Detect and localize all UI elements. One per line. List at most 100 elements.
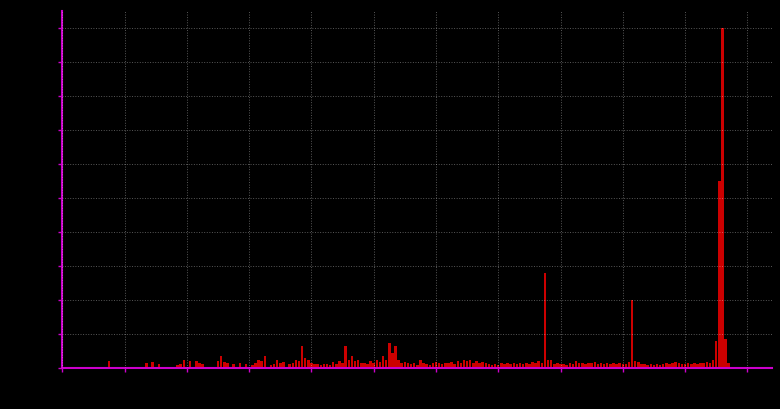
Bar [151, 362, 154, 368]
Bar [516, 364, 518, 368]
Bar [556, 363, 558, 368]
Bar [226, 363, 229, 368]
Bar [653, 365, 655, 368]
Bar [681, 364, 683, 368]
Bar [295, 360, 297, 368]
Bar [301, 346, 303, 368]
Bar [329, 365, 331, 368]
Bar [201, 364, 204, 368]
Bar [158, 364, 160, 368]
Bar [376, 360, 378, 368]
Bar [525, 363, 527, 368]
Bar [647, 365, 649, 368]
Bar [257, 360, 260, 368]
Bar [656, 364, 658, 368]
Bar [419, 360, 422, 368]
Bar [332, 362, 335, 368]
Bar [665, 363, 668, 368]
Bar [304, 358, 307, 368]
Bar [400, 363, 403, 368]
Bar [179, 364, 182, 368]
Bar [459, 363, 462, 368]
Bar [370, 361, 372, 368]
Bar [678, 363, 680, 368]
Bar [693, 363, 696, 368]
Bar [425, 364, 428, 368]
Bar [700, 363, 702, 368]
Bar [264, 356, 266, 368]
Bar [339, 361, 341, 368]
Bar [550, 360, 552, 368]
Bar [687, 363, 690, 368]
Bar [609, 364, 612, 368]
Bar [640, 364, 643, 368]
Bar [363, 363, 366, 368]
Bar [606, 363, 608, 368]
Bar [706, 362, 708, 368]
Bar [553, 364, 555, 368]
Bar [559, 364, 562, 368]
Bar [326, 364, 328, 368]
Bar [562, 364, 565, 368]
Bar [512, 363, 515, 368]
Bar [239, 363, 241, 368]
Bar [675, 362, 677, 368]
Bar [388, 343, 391, 368]
Bar [279, 363, 282, 368]
Bar [631, 300, 633, 368]
Bar [456, 361, 459, 368]
Bar [345, 346, 347, 368]
Bar [597, 364, 599, 368]
Bar [357, 360, 360, 368]
Bar [566, 365, 568, 368]
Bar [198, 363, 200, 368]
Bar [478, 363, 480, 368]
Bar [522, 364, 524, 368]
Bar [509, 364, 512, 368]
Bar [379, 362, 381, 368]
Bar [397, 360, 400, 368]
Bar [444, 363, 447, 368]
Bar [183, 360, 185, 368]
Bar [534, 363, 537, 368]
Bar [537, 361, 540, 368]
Bar [273, 364, 275, 368]
Bar [289, 364, 291, 368]
Bar [709, 363, 711, 368]
Bar [447, 363, 450, 368]
Bar [697, 364, 699, 368]
Bar [619, 363, 621, 368]
Bar [453, 364, 456, 368]
Bar [310, 363, 313, 368]
Bar [428, 365, 431, 368]
Bar [220, 356, 222, 368]
Bar [662, 364, 665, 368]
Bar [547, 360, 549, 368]
Bar [431, 363, 434, 368]
Bar [718, 182, 721, 368]
Bar [528, 364, 530, 368]
Bar [612, 363, 615, 368]
Bar [506, 363, 509, 368]
Bar [254, 363, 257, 368]
Bar [195, 361, 197, 368]
Bar [176, 365, 179, 368]
Bar [307, 360, 310, 368]
Bar [634, 361, 636, 368]
Bar [484, 363, 487, 368]
Bar [438, 363, 441, 368]
Bar [245, 364, 247, 368]
Bar [615, 364, 618, 368]
Bar [354, 361, 356, 368]
Bar [472, 363, 474, 368]
Bar [367, 364, 369, 368]
Bar [261, 361, 263, 368]
Bar [625, 364, 627, 368]
Bar [500, 363, 502, 368]
Bar [391, 353, 394, 368]
Bar [385, 360, 388, 368]
Bar [491, 365, 493, 368]
Bar [335, 364, 338, 368]
Bar [572, 364, 574, 368]
Bar [403, 362, 406, 368]
